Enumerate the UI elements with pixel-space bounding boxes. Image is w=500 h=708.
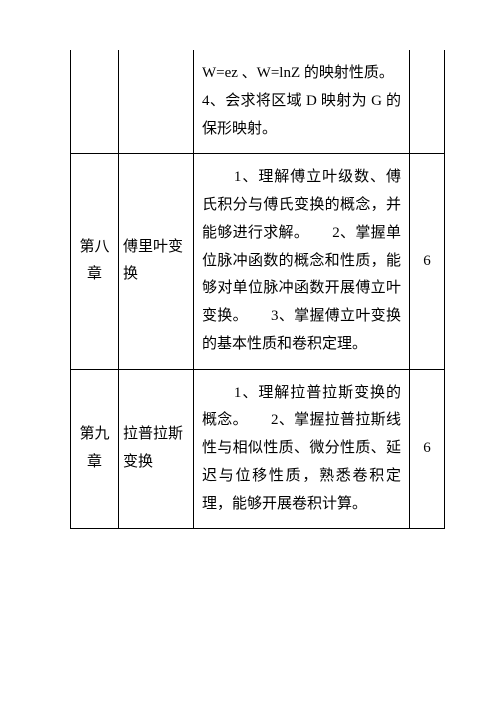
chapter-cell	[71, 50, 119, 154]
hours-cell: 6	[410, 369, 445, 529]
title-cell: 拉普拉斯变换	[119, 369, 194, 529]
table-row: W=ez 、W=lnZ 的映射性质。 4、会求将区域 D 映射为 G 的保形映射…	[71, 50, 445, 154]
content-line: W=ez 、W=lnZ 的映射性质。	[202, 65, 386, 81]
content-cell: 1、理解拉普拉斯变换的概念。 2、掌握拉普拉斯线性与相似性质、微分性质、延迟与位…	[194, 369, 410, 529]
title-cell	[119, 50, 194, 154]
chapter-cell: 第九章	[71, 369, 119, 529]
table-row: 第九章拉普拉斯变换 1、理解拉普拉斯变换的概念。 2、掌握拉普拉斯线性与相似性质…	[71, 369, 445, 529]
table-row: 第八章傅里叶变换 1、理解傅立叶级数、傅氏积分与傅氏变换的概念，并能够进行求解。…	[71, 154, 445, 369]
content-cell: 1、理解傅立叶级数、傅氏积分与傅氏变换的概念，并能够进行求解。 2、掌握单位脉冲…	[194, 154, 410, 369]
title-cell: 傅里叶变换	[119, 154, 194, 369]
content-cell: W=ez 、W=lnZ 的映射性质。 4、会求将区域 D 映射为 G 的保形映射…	[194, 50, 410, 154]
syllabus-table: W=ez 、W=lnZ 的映射性质。 4、会求将区域 D 映射为 G 的保形映射…	[70, 50, 445, 529]
chapter-cell: 第八章	[71, 154, 119, 369]
hours-cell: 6	[410, 154, 445, 369]
